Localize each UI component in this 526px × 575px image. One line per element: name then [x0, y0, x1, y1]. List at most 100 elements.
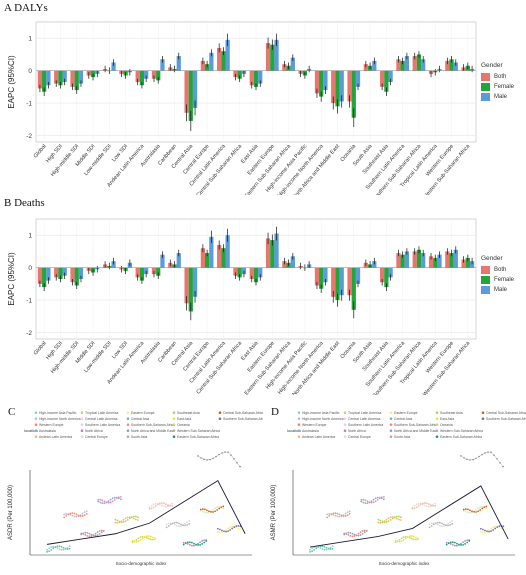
data-point	[492, 529, 495, 531]
data-point	[188, 541, 191, 544]
data-point	[396, 540, 399, 543]
data-point	[218, 506, 221, 508]
bar-female	[416, 249, 422, 268]
data-point	[488, 530, 490, 533]
bar-male	[404, 251, 410, 268]
data-point	[82, 532, 85, 535]
bar-female	[400, 60, 405, 71]
data-point	[398, 538, 401, 541]
data-point	[498, 525, 501, 528]
bar-both	[200, 248, 205, 268]
legend-entry: Central Europe	[85, 435, 108, 439]
data-point	[400, 537, 403, 540]
panel-a: A DALYs -2 -1 0 1 EAPC (95%CI) Global High SDI…	[0, 0, 526, 202]
data-point	[160, 502, 163, 504]
data-point	[221, 531, 223, 534]
data-point	[313, 549, 316, 551]
data-point	[133, 540, 136, 543]
data-point	[413, 535, 415, 538]
data-point	[167, 504, 169, 507]
y-tick-label: 0	[28, 68, 32, 75]
data-point	[387, 520, 390, 523]
data-point	[348, 510, 351, 513]
data-point	[81, 512, 84, 515]
legend-marker	[389, 429, 393, 432]
data-point	[66, 546, 69, 549]
data-point	[79, 515, 82, 517]
data-point	[86, 531, 89, 534]
legend-title: Gender	[481, 62, 503, 69]
bar-female	[351, 70, 356, 118]
bar-both	[184, 267, 189, 304]
data-point	[360, 498, 363, 501]
data-point	[479, 506, 482, 509]
bar-male	[78, 70, 84, 84]
data-point	[160, 504, 163, 507]
bar-male	[78, 267, 84, 279]
legend-entry: Southern Latin America	[348, 423, 383, 427]
data-point	[466, 541, 469, 544]
data-point	[417, 502, 420, 505]
bar-both	[282, 64, 287, 71]
legend-entry: Eastern Sub-Saharan Africa	[177, 435, 219, 439]
data-point	[449, 541, 452, 544]
data-point	[225, 530, 227, 533]
legend-entry: East Asia	[440, 417, 454, 421]
data-point	[353, 535, 356, 537]
inset-line	[197, 451, 241, 467]
data-point	[332, 513, 335, 516]
data-point	[328, 512, 331, 515]
bar-both	[265, 238, 271, 268]
data-point	[445, 541, 448, 544]
legend-entry: Oceania	[440, 423, 453, 427]
data-point	[342, 515, 345, 517]
legend-marker	[343, 423, 347, 426]
data-point	[477, 507, 480, 510]
data-point	[109, 501, 112, 504]
data-point	[432, 522, 435, 525]
data-point	[477, 510, 480, 513]
data-point	[425, 505, 428, 508]
data-point	[400, 519, 402, 521]
data-point	[498, 526, 501, 529]
data-point	[468, 540, 471, 542]
data-point	[432, 523, 435, 526]
legend-marker	[343, 429, 347, 432]
data-point	[413, 504, 416, 507]
data-point	[366, 502, 369, 505]
bar-both	[217, 47, 222, 71]
data-point	[220, 506, 223, 509]
y-tick-label: 0	[28, 265, 32, 272]
data-point	[68, 545, 71, 548]
legend-marker	[435, 417, 439, 420]
data-point	[175, 521, 178, 524]
data-point	[319, 547, 322, 549]
data-point	[46, 548, 48, 551]
bar-both	[217, 244, 222, 268]
bar-male	[355, 267, 361, 284]
data-point	[150, 538, 152, 541]
data-point	[60, 545, 63, 548]
data-point	[370, 501, 373, 504]
bar-male	[274, 39, 279, 71]
data-point	[368, 501, 371, 504]
data-point	[334, 514, 337, 517]
bar-female	[74, 70, 79, 91]
data-point	[349, 531, 352, 534]
bar-female	[74, 267, 79, 286]
data-point	[171, 504, 173, 507]
bar-both	[70, 267, 75, 283]
data-point	[50, 549, 53, 551]
bar-both	[331, 70, 336, 104]
data-point	[374, 500, 377, 503]
data-point	[65, 514, 68, 517]
legend-entry: Eastern Europe	[394, 411, 418, 415]
legend-entry: Southern Sub-Saharan Africa	[223, 417, 263, 421]
data-point	[338, 513, 341, 516]
legend-label: Male	[494, 287, 508, 293]
data-point	[193, 542, 195, 545]
data-point	[148, 506, 151, 509]
legend-entry: Central Europe	[348, 435, 371, 439]
data-point	[436, 523, 439, 526]
